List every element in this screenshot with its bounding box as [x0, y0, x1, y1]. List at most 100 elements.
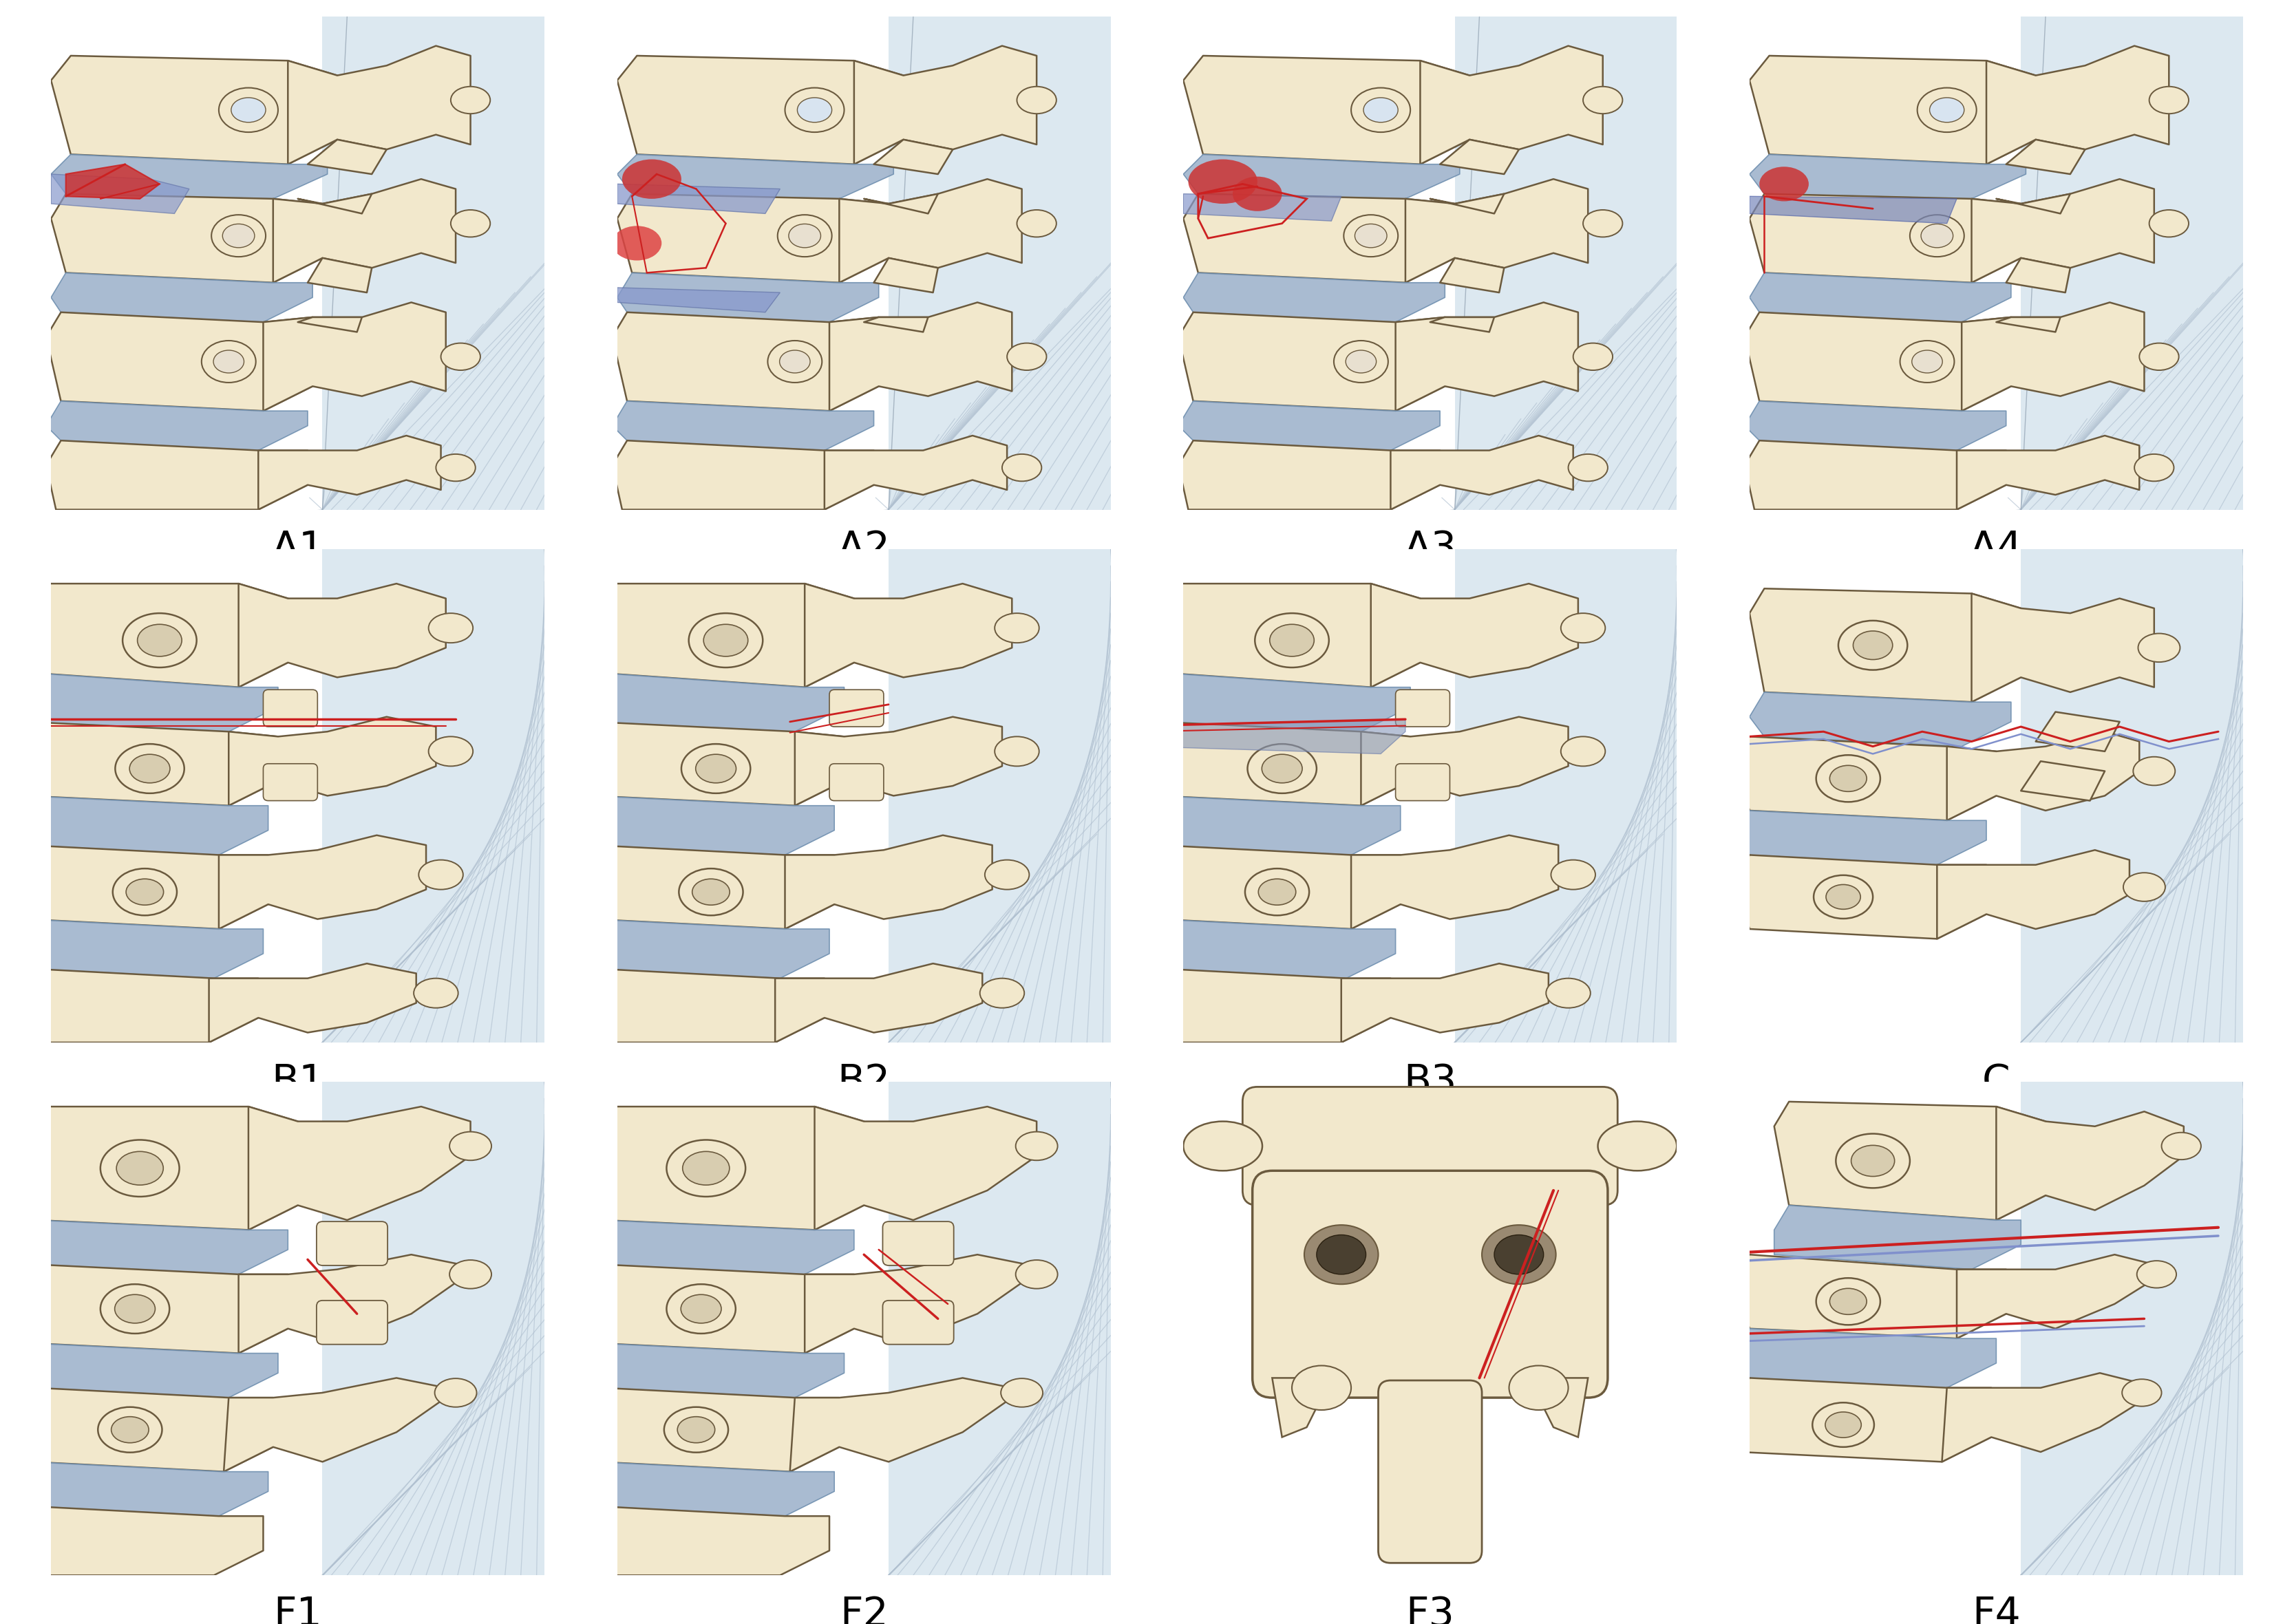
Polygon shape [578, 721, 844, 806]
Ellipse shape [1363, 97, 1397, 122]
Polygon shape [874, 140, 952, 174]
Polygon shape [50, 1082, 346, 1575]
Ellipse shape [115, 1294, 156, 1324]
Polygon shape [805, 583, 1012, 687]
Ellipse shape [996, 737, 1039, 767]
Ellipse shape [1918, 88, 1977, 132]
Ellipse shape [1899, 341, 1954, 383]
Polygon shape [805, 1255, 1028, 1353]
Polygon shape [46, 312, 312, 411]
Ellipse shape [980, 978, 1025, 1009]
Polygon shape [888, 1082, 1110, 1575]
Polygon shape [298, 193, 372, 214]
Polygon shape [1145, 796, 1399, 854]
Polygon shape [50, 193, 323, 283]
Polygon shape [209, 963, 415, 1043]
Polygon shape [16, 1505, 264, 1575]
Ellipse shape [695, 754, 736, 783]
Polygon shape [617, 184, 780, 214]
Text: B2: B2 [837, 1062, 890, 1101]
Polygon shape [21, 1265, 289, 1353]
Polygon shape [1750, 692, 2012, 747]
Polygon shape [2021, 1082, 2244, 1575]
Polygon shape [1179, 440, 1441, 510]
Polygon shape [46, 440, 307, 510]
Polygon shape [1528, 1377, 1587, 1437]
Ellipse shape [1493, 1234, 1544, 1275]
Polygon shape [1351, 835, 1558, 929]
Text: A3: A3 [1404, 529, 1457, 568]
Polygon shape [1145, 719, 1406, 754]
Polygon shape [1971, 179, 2154, 283]
Ellipse shape [128, 754, 170, 783]
Ellipse shape [1929, 97, 1964, 122]
Polygon shape [853, 45, 1037, 164]
Polygon shape [587, 1462, 835, 1517]
Polygon shape [1184, 154, 1459, 198]
Polygon shape [789, 1377, 1012, 1471]
Polygon shape [21, 1343, 278, 1398]
Polygon shape [814, 1106, 1037, 1229]
Polygon shape [587, 1106, 865, 1229]
Ellipse shape [126, 879, 163, 905]
Polygon shape [587, 1220, 853, 1275]
Ellipse shape [450, 1132, 491, 1161]
Polygon shape [1145, 721, 1411, 806]
Polygon shape [50, 549, 346, 1043]
Polygon shape [840, 179, 1021, 283]
Polygon shape [264, 302, 445, 411]
Polygon shape [323, 1082, 544, 1575]
Ellipse shape [2161, 1132, 2200, 1160]
Polygon shape [794, 716, 1002, 806]
Ellipse shape [1007, 343, 1046, 370]
Text: C: C [1982, 1062, 2010, 1101]
FancyBboxPatch shape [1395, 690, 1450, 726]
FancyBboxPatch shape [883, 1221, 954, 1265]
FancyBboxPatch shape [883, 1301, 954, 1345]
Polygon shape [307, 258, 372, 292]
Ellipse shape [436, 455, 475, 481]
Polygon shape [587, 1265, 853, 1353]
Polygon shape [1145, 583, 1420, 687]
Ellipse shape [668, 1140, 746, 1197]
Polygon shape [1372, 583, 1578, 687]
Polygon shape [2005, 140, 2085, 174]
Ellipse shape [1560, 614, 1606, 643]
Polygon shape [273, 179, 457, 283]
Ellipse shape [668, 1285, 736, 1333]
Polygon shape [1273, 1377, 1331, 1437]
Ellipse shape [984, 859, 1030, 890]
Polygon shape [612, 440, 874, 510]
Polygon shape [1184, 55, 1470, 164]
Ellipse shape [2122, 1379, 2161, 1406]
Polygon shape [1395, 302, 1578, 411]
Polygon shape [578, 919, 830, 978]
Ellipse shape [1351, 88, 1411, 132]
Polygon shape [612, 401, 874, 450]
Polygon shape [888, 16, 1110, 510]
FancyBboxPatch shape [1243, 1086, 1617, 1205]
Ellipse shape [413, 978, 459, 1009]
Ellipse shape [122, 614, 197, 667]
Ellipse shape [1232, 177, 1282, 211]
Ellipse shape [211, 214, 266, 257]
Ellipse shape [1016, 86, 1055, 114]
Polygon shape [259, 435, 440, 510]
Ellipse shape [1583, 86, 1622, 114]
Polygon shape [2005, 258, 2069, 292]
Polygon shape [1936, 849, 2129, 939]
Ellipse shape [1292, 1366, 1351, 1410]
Ellipse shape [679, 869, 743, 916]
Ellipse shape [1305, 1224, 1379, 1285]
Polygon shape [888, 549, 1110, 1043]
Polygon shape [1987, 45, 2168, 164]
Polygon shape [1342, 963, 1548, 1043]
Ellipse shape [1356, 224, 1388, 247]
Polygon shape [1743, 312, 2012, 411]
Polygon shape [239, 1255, 461, 1353]
Ellipse shape [202, 341, 257, 383]
Polygon shape [2021, 549, 2244, 1043]
Text: F2: F2 [840, 1595, 888, 1624]
Polygon shape [617, 287, 780, 312]
Ellipse shape [780, 351, 810, 374]
